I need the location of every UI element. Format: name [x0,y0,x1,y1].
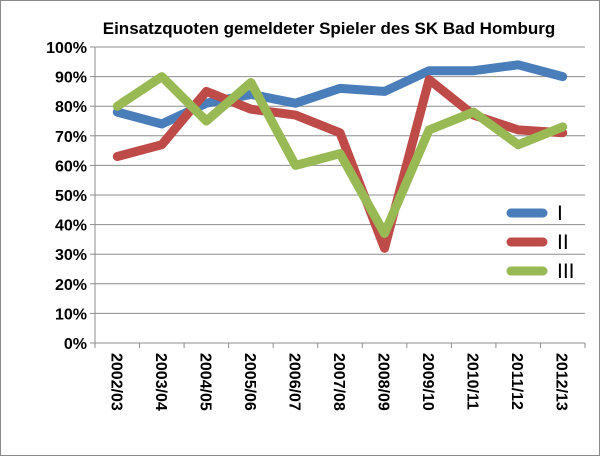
x-tick-label: 2010/11 [464,353,481,410]
x-tick-label: 2003/04 [152,353,169,411]
gridlines [95,46,585,344]
x-tick-label: 2012/13 [553,353,570,411]
y-axis: 0% 10% 20% 30% 40% 50% 60% 70% 80% 90% 100% [46,40,96,353]
series-line-III [112,72,568,238]
x-tick-label: 2005/06 [241,353,258,411]
y-tick-label: 40% [55,218,87,235]
series-lines [112,60,568,253]
x-tick-label: 2008/09 [375,353,392,411]
y-tick-label: 70% [55,129,87,146]
y-tick-label: 80% [55,99,87,116]
x-tick-label: 2007/08 [330,353,347,411]
y-tick-label: 90% [55,70,87,87]
y-tick-label: 60% [55,158,87,175]
y-tick-label: 100% [46,40,87,57]
legend-label-II: II [557,231,569,254]
x-axis: 2002/03 2003/04 2004/05 2005/06 2006/07 2007/… [94,343,586,411]
y-tick-label: 10% [55,306,87,323]
y-tick-label: 30% [55,247,87,264]
x-tick-label: 2004/05 [196,353,213,411]
x-tick-label: 2002/03 [107,353,124,411]
y-tick-label: 0% [64,336,87,353]
x-tick-label: 2009/10 [419,353,436,411]
y-tick-label: 20% [55,277,87,294]
legend-label-I: I [557,202,563,225]
x-tick-label: 2006/07 [285,353,302,411]
y-tick-label: 50% [55,188,87,205]
x-tick-label: 2011/12 [508,353,525,410]
legend-label-III: III [557,260,575,283]
chart-title: Einsatzquoten gemeldeter Spieler des SK … [103,19,555,38]
